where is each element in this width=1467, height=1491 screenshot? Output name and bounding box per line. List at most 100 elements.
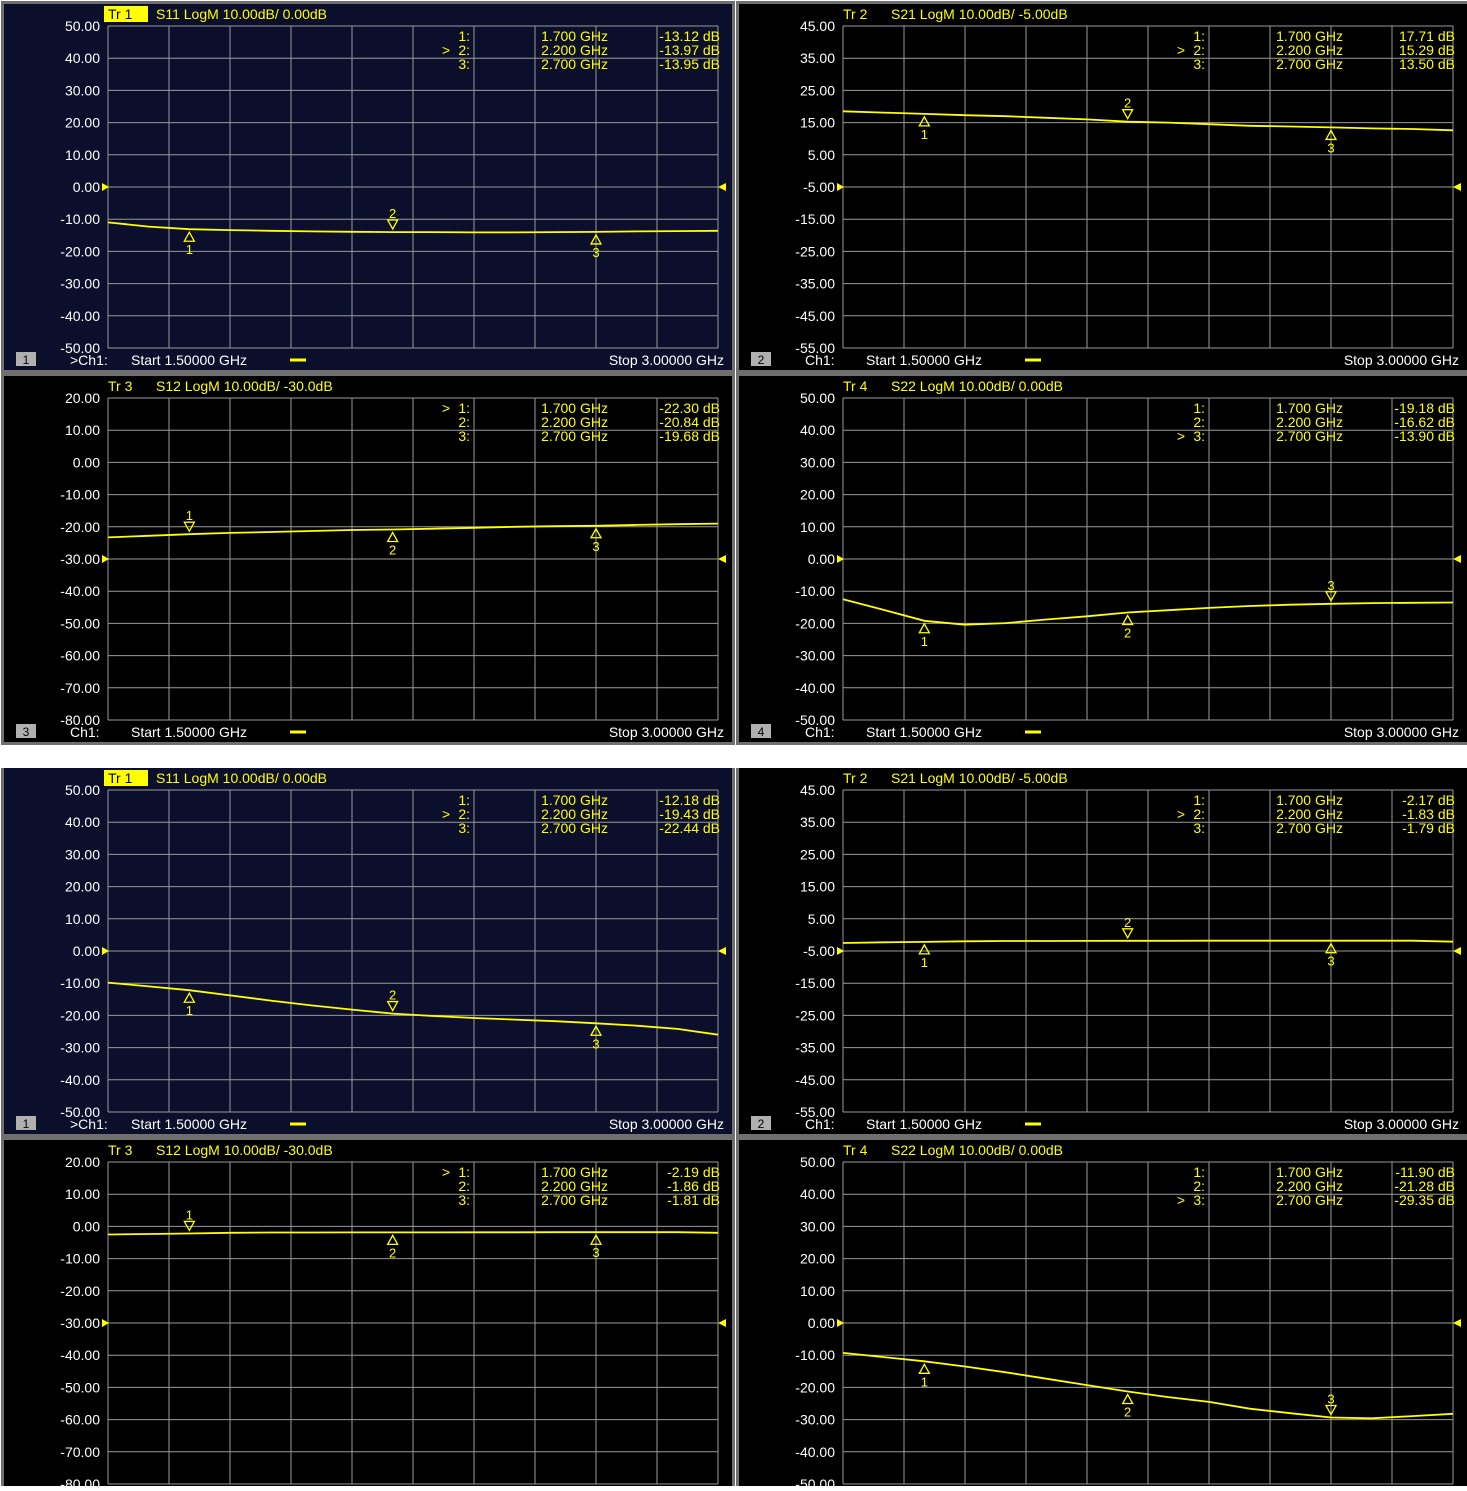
y-tick-label: -10.00	[60, 1251, 100, 1267]
marker-triangle-up-icon	[183, 230, 196, 242]
marker-1[interactable]: 1	[918, 622, 931, 649]
marker-readout-value: -19.18 dB	[1394, 400, 1455, 416]
y-tick-label: -30.00	[60, 276, 100, 292]
marker-1[interactable]: 1	[183, 1207, 196, 1232]
y-tick-label: 35.00	[800, 50, 835, 66]
marker-number: 3	[1327, 140, 1334, 155]
active-marker-indicator: >	[1177, 42, 1185, 58]
y-tick-label: 10.00	[800, 1283, 835, 1299]
trace-label[interactable]: Tr 2	[843, 770, 868, 786]
channel-label: Ch1:	[805, 1116, 835, 1132]
window-number-box[interactable]	[751, 1116, 771, 1130]
marker-number: 3	[592, 539, 599, 554]
trace-format-label: S22 LogM 10.00dB/ 0.00dB	[891, 378, 1063, 394]
marker-3[interactable]: 3	[589, 233, 603, 260]
marker-number: 3	[1327, 1392, 1334, 1407]
marker-triangle-down-icon	[1121, 109, 1134, 121]
trace-format-label: S22 LogM 10.00dB/ 0.00dB	[891, 1142, 1063, 1158]
y-tick-label: 40.00	[800, 422, 835, 438]
start-frequency-label: Start 1.50000 GHz	[866, 1116, 982, 1132]
marker-triangle-down-icon	[386, 1000, 399, 1012]
reference-arrow-left-icon	[837, 1319, 844, 1327]
trace-label[interactable]: Tr 2	[843, 6, 868, 22]
marker-readout-value: -13.97 dB	[659, 42, 720, 58]
y-tick-label: -40.00	[60, 1347, 100, 1363]
marker-triangle-up-icon	[1121, 614, 1134, 626]
y-tick-label: 10.00	[65, 147, 100, 163]
marker-1[interactable]: 1	[183, 991, 196, 1018]
panel-g2-tr1[interactable]: 50.00 40.00 30.00 20.00 10.00 0.00 -10.00 -20.0…	[1, 765, 735, 1137]
trace-label[interactable]: Tr 3	[108, 1142, 133, 1158]
panel-g2-tr3[interactable]: 20.00 10.00 0.00 -10.00 -20.00 -30.00 -40.00 -5…	[1, 1137, 735, 1491]
trace-line	[842, 598, 1454, 626]
window-number-box[interactable]	[16, 1116, 36, 1130]
marker-readout-number: 3:	[458, 820, 470, 836]
y-tick-label: 40.00	[65, 814, 100, 830]
trace-line	[107, 221, 719, 234]
window-number-box[interactable]	[751, 724, 771, 738]
y-tick-label: 45.00	[800, 18, 835, 34]
trace-label[interactable]: Tr 4	[843, 1142, 868, 1158]
trace-label[interactable]: Tr 1	[108, 6, 133, 22]
marker-2[interactable]: 2	[386, 1234, 399, 1260]
y-tick-label: 30.00	[65, 82, 100, 98]
window-number-box[interactable]	[16, 352, 36, 366]
y-tick-label: 10.00	[65, 1186, 100, 1202]
start-frequency-label: Start 1.50000 GHz	[131, 352, 247, 368]
window-number: 2	[758, 1117, 765, 1131]
marker-3[interactable]: 3	[589, 1024, 603, 1051]
panel-g2-tr2[interactable]: 45.00 35.00 25.00 15.00 5.00 -5.00 -15.00 -25.0…	[736, 765, 1467, 1137]
marker-readout-number: 3:	[458, 428, 470, 444]
window-number-box[interactable]	[751, 352, 771, 366]
marker-3[interactable]: 3	[1324, 129, 1338, 155]
marker-readout-frequency: 2.700 GHz	[541, 1192, 608, 1208]
marker-1[interactable]: 1	[918, 1362, 931, 1389]
reference-arrow-left-icon	[837, 555, 844, 563]
reference-arrow-right-icon	[718, 1319, 726, 1327]
marker-2[interactable]: 2	[1121, 96, 1134, 121]
marker-readout-frequency: 2.200 GHz	[1276, 414, 1343, 430]
window-number-box[interactable]	[16, 724, 36, 738]
panel-g1-tr3[interactable]: 20.00 10.00 0.00 -10.00 -20.00 -30.00 -40.00 -5…	[1, 373, 735, 745]
marker-2[interactable]: 2	[1121, 915, 1134, 940]
panel-g1-tr1[interactable]: 50.00 40.00 30.00 20.00 10.00 0.00 -10.00 -20.0…	[1, 1, 735, 373]
marker-3[interactable]: 3	[589, 1233, 603, 1260]
marker-1[interactable]: 1	[183, 508, 196, 533]
y-tick-label: -35.00	[795, 1040, 835, 1056]
marker-2[interactable]: 2	[1121, 1393, 1134, 1420]
panel-g1-tr2[interactable]: 45.00 35.00 25.00 15.00 5.00 -5.00 -15.00 -25.0…	[736, 1, 1467, 373]
y-tick-label: 30.00	[800, 1218, 835, 1234]
marker-2[interactable]: 2	[386, 988, 399, 1012]
y-tick-label: -30.00	[60, 551, 100, 567]
trace-line	[842, 110, 1454, 132]
y-tick-label: 0.00	[808, 551, 835, 567]
marker-1[interactable]: 1	[918, 943, 931, 970]
y-tick-label: 35.00	[800, 814, 835, 830]
marker-number: 2	[389, 1245, 396, 1260]
marker-readout-value: -13.12 dB	[659, 28, 720, 44]
panel-g1-tr4[interactable]: 50.00 40.00 30.00 20.00 10.00 0.00 -10.00 -20.0…	[736, 373, 1467, 745]
y-tick-label: -50.00	[60, 1379, 100, 1395]
reference-arrow-right-icon	[718, 947, 726, 955]
marker-3[interactable]: 3	[589, 527, 603, 554]
marker-1[interactable]: 1	[918, 115, 931, 142]
panel-g2-tr4[interactable]: 50.00 40.00 30.00 20.00 10.00 0.00 -10.00 -20.0…	[736, 1137, 1467, 1491]
y-tick-label: -40.00	[795, 1444, 835, 1460]
trace-label[interactable]: Tr 4	[843, 378, 868, 394]
trace-format-label: S11 LogM 10.00dB/ 0.00dB	[156, 6, 327, 22]
y-tick-label: -55.00	[795, 340, 835, 356]
marker-readout-number: 3:	[1193, 820, 1205, 836]
marker-2[interactable]: 2	[386, 206, 399, 231]
y-tick-label: -50.00	[60, 615, 100, 631]
marker-number: 1	[921, 955, 928, 970]
marker-2[interactable]: 2	[386, 531, 399, 558]
marker-readout-value: -11.90 dB	[1395, 1164, 1455, 1180]
trace-label[interactable]: Tr 1	[108, 770, 133, 786]
marker-3[interactable]: 3	[1324, 1392, 1338, 1416]
marker-1[interactable]: 1	[183, 230, 196, 257]
marker-2[interactable]: 2	[1121, 614, 1134, 641]
trace-label[interactable]: Tr 3	[108, 378, 133, 394]
marker-3[interactable]: 3	[1324, 578, 1338, 603]
marker-3[interactable]: 3	[1324, 942, 1338, 969]
